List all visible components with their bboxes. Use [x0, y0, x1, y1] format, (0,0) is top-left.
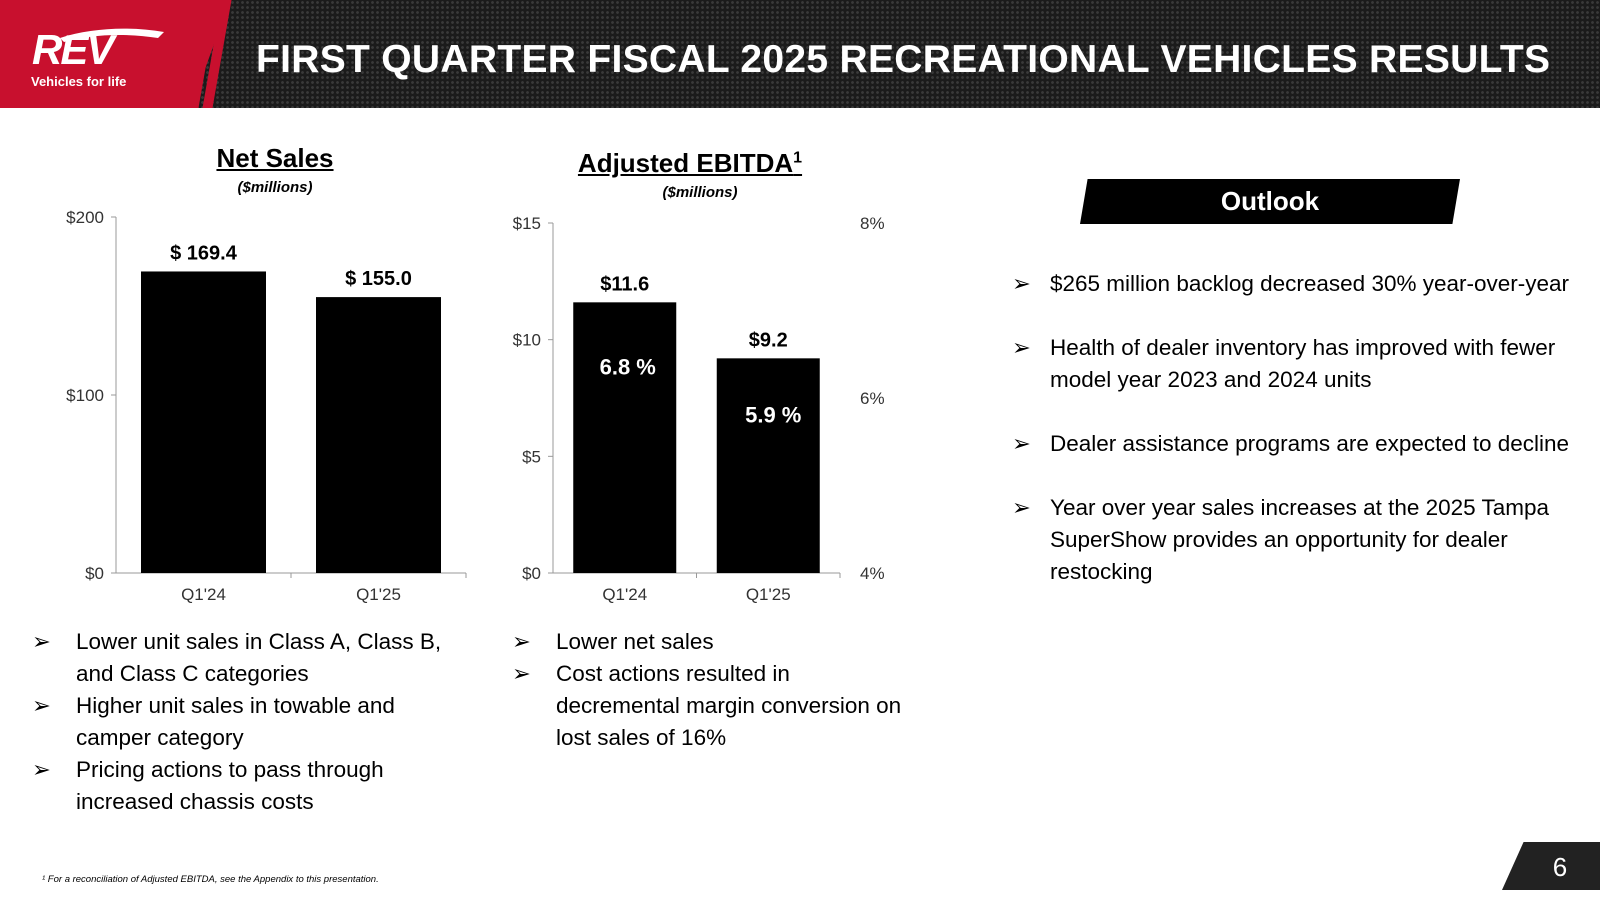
ebitda-title: Adjusted EBITDA1 [560, 148, 820, 179]
page-number: 6 [1552, 852, 1568, 882]
bullet-arrow-icon: ➢ [512, 629, 531, 654]
outlook-title: Outlook [1220, 186, 1320, 216]
net-sales-bullets: ➢ Lower unit sales in Class A, Class B, a… [32, 626, 472, 818]
page-title: FIRST QUARTER FISCAL 2025 RECREATIONAL V… [256, 38, 1551, 81]
x-tick-label: Q1'24 [602, 585, 647, 604]
ebitda-bullets: ➢ Lower net sales ➢ Cost actions resulted i… [512, 626, 902, 754]
bullet-text: $265 million backlog decreased 30% year-… [1050, 271, 1570, 296]
y2-tick-label: 4% [860, 564, 885, 583]
bullet-item: ➢ Cost actions resulted in decremental ma… [512, 658, 902, 754]
y-tick-label: $200 [66, 208, 104, 227]
net-sales-chart: $0 $100 $200 $ 169.4 Q1'24 $ 155.0 Q1'25 [66, 208, 467, 604]
ebitda-title-text: Adjusted EBITDA [577, 148, 794, 178]
logo-tagline: Vehicles for life [31, 74, 127, 89]
slide-header: REV Vehicles for life FIRST QUARTER FISC… [0, 0, 1600, 108]
footnote: ¹ For a reconciliation of Adjusted EBITD… [42, 874, 379, 885]
logo-swoosh-icon [60, 28, 164, 42]
bullet-arrow-icon: ➢ [1012, 335, 1031, 360]
bullet-arrow-icon: ➢ [1012, 431, 1031, 456]
margin-label: 5.9 % [745, 402, 801, 427]
margin-label: 6.8 % [600, 354, 656, 379]
ebitda-title-superscript: 1 [793, 149, 803, 167]
bullet-text: Dealer assistance programs are expected … [1050, 431, 1570, 456]
y-tick-label: $0 [522, 564, 541, 583]
bullet-text: Lower unit sales in Class A, Class B, an… [76, 629, 442, 686]
bullet-item: ➢ Year over year sales increases at the 2… [1012, 492, 1572, 588]
bullet-item: ➢ Lower net sales [512, 626, 902, 658]
bullet-arrow-icon: ➢ [32, 693, 51, 718]
bullet-arrow-icon: ➢ [1012, 495, 1031, 520]
bullet-item: ➢ $265 million backlog decreased 30% year… [1012, 268, 1572, 300]
bullet-text: Cost actions resulted in decremental mar… [556, 661, 902, 750]
y-tick-label: $5 [522, 447, 541, 466]
bullet-item: ➢ Higher unit sales in towable and camper… [32, 690, 472, 754]
bullet-text: Higher unit sales in towable and camper … [76, 693, 395, 750]
bullet-arrow-icon: ➢ [1012, 271, 1031, 296]
y-tick-label: $0 [85, 564, 104, 583]
bar [316, 297, 441, 573]
bullet-item: ➢ Lower unit sales in Class A, Class B, a… [32, 626, 472, 690]
rev-logo-icon: REV [32, 26, 164, 72]
bullet-arrow-icon: ➢ [32, 757, 51, 782]
data-label: $ 155.0 [345, 268, 412, 290]
y2-tick-label: 8% [860, 214, 885, 233]
bullet-arrow-icon: ➢ [32, 629, 51, 654]
bullet-text: Health of dealer inventory has improved … [1050, 335, 1556, 392]
net-sales-title: Net Sales [216, 143, 334, 173]
bullet-item: ➢ Pricing actions to pass through increas… [32, 754, 472, 818]
x-tick-label: Q1'25 [746, 585, 791, 604]
y-tick-label: $100 [66, 386, 104, 405]
outlook-list: ➢ $265 million backlog decreased 30% year… [1012, 268, 1572, 620]
ebitda-chart: $0 $5 $10 $15 $11.6 Q1'24 6.8 % $9.2 Q1'25 5.9 % 4… [513, 214, 885, 604]
bullet-text: Pricing actions to pass through increase… [76, 757, 384, 814]
bullet-arrow-icon: ➢ [512, 661, 531, 686]
data-label: $9.2 [749, 329, 788, 351]
data-label: $11.6 [600, 273, 649, 295]
net-sales-subtitle: ($millions) [237, 179, 313, 196]
y2-tick-label: 6% [860, 389, 885, 408]
x-tick-label: Q1'25 [356, 585, 401, 604]
bar [716, 358, 820, 573]
bullet-item: ➢ Health of dealer inventory has improved… [1012, 332, 1572, 396]
data-label: $ 169.4 [170, 242, 238, 264]
outlook-banner: Outlook [1080, 179, 1460, 224]
y-tick-label: $10 [513, 331, 541, 350]
bar [141, 271, 266, 573]
x-tick-label: Q1'24 [181, 585, 226, 604]
bar [573, 302, 677, 573]
y-tick-label: $15 [513, 214, 541, 233]
bullet-text: Lower net sales [556, 629, 714, 654]
ebitda-subtitle: ($millions) [662, 184, 738, 201]
bullet-text: Year over year sales increases at the 20… [1050, 495, 1550, 584]
bullet-item: ➢ Dealer assistance programs are expected… [1012, 428, 1572, 460]
